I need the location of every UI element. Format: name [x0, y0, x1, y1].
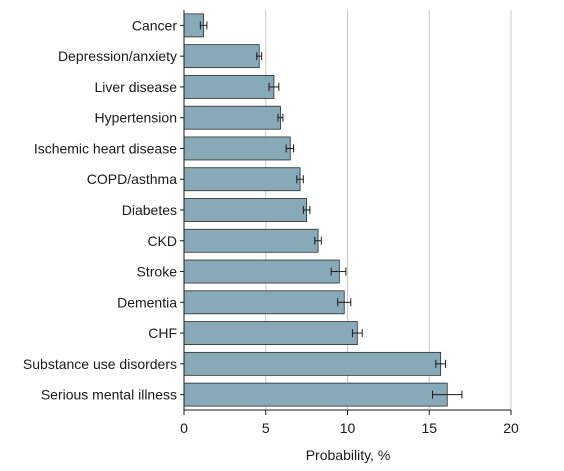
error-bar [432, 390, 463, 399]
category-labels: Cancer Depression/anxiety Liver disease Hyp… [23, 17, 177, 402]
bar [183, 105, 281, 130]
x-tick-label: 15 [421, 420, 437, 436]
category-label: Cancer [132, 17, 177, 33]
error-bar [296, 175, 304, 184]
error-bars [199, 21, 463, 399]
error-bar [435, 359, 447, 368]
category-label: Liver disease [95, 79, 178, 95]
bar [183, 228, 319, 253]
category-label: Stroke [137, 264, 178, 280]
x-axis-title: Probability, % [306, 447, 391, 463]
error-bar [314, 236, 322, 245]
category-label: Diabetes [122, 202, 177, 218]
error-bar [337, 298, 352, 307]
bar [183, 136, 291, 161]
error-bar [330, 267, 347, 276]
bar [183, 382, 448, 407]
bar [183, 351, 442, 376]
x-tick-label: 20 [503, 420, 519, 436]
error-bar [302, 206, 311, 214]
bar [183, 44, 260, 69]
bars [183, 13, 448, 407]
x-tick-label: 0 [180, 420, 188, 436]
category-label: CHF [148, 325, 177, 341]
bar [183, 321, 358, 345]
bar [183, 259, 340, 284]
error-bar [277, 113, 284, 122]
bar [183, 290, 345, 315]
category-label: Substance use disorders [23, 356, 177, 372]
category-label: Dementia [117, 294, 177, 310]
error-bar [285, 144, 295, 153]
error-bar [256, 52, 263, 61]
category-label: CKD [147, 233, 177, 249]
error-bar [268, 82, 280, 91]
bar [183, 167, 301, 192]
x-tick-label: 5 [262, 420, 270, 436]
category-label: Hypertension [95, 110, 178, 126]
category-label: Ischemic heart disease [34, 140, 177, 156]
x-axis: 0 5 10 15 20 [180, 10, 519, 436]
category-label: Depression/anxiety [58, 48, 177, 64]
error-bar [199, 21, 208, 30]
error-bar [351, 329, 363, 338]
bar [183, 198, 308, 222]
category-label: COPD/asthma [87, 171, 177, 187]
category-label: Serious mental illness [41, 387, 177, 403]
bar [183, 75, 275, 99]
x-tick-label: 10 [340, 420, 356, 436]
